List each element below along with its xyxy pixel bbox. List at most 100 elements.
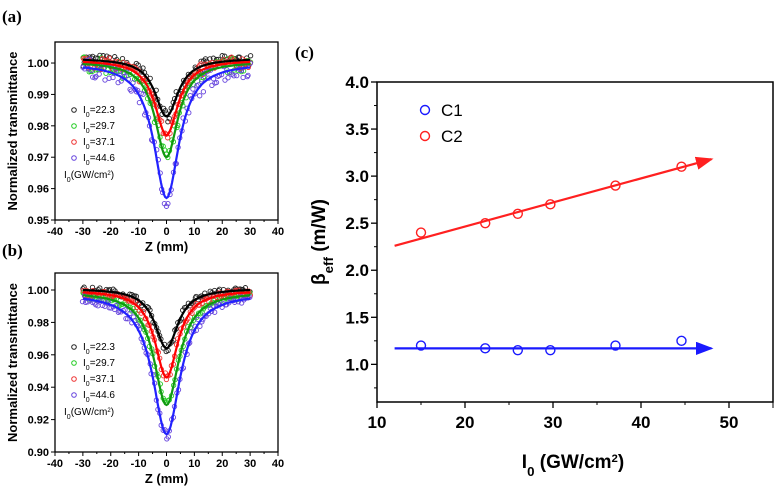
x-tick-label: 10 [188, 458, 200, 470]
data-point [200, 89, 207, 95]
legend-marker [71, 344, 77, 350]
x-tick-label: 0 [163, 458, 169, 470]
data-point [165, 434, 171, 440]
legend-marker [71, 376, 77, 382]
data-point [165, 119, 171, 125]
panel-label: (a) [2, 7, 22, 26]
x-tick-label: 20 [456, 413, 475, 432]
data-point [119, 55, 126, 62]
y-tick-label: 0.98 [28, 317, 49, 329]
series-C1 [394, 335, 714, 356]
series-C2 [394, 156, 714, 247]
legend-entry-37.1: I0=37.1 [83, 374, 115, 388]
data-point [165, 200, 171, 207]
data-point [110, 74, 116, 81]
data-point [123, 315, 129, 322]
legend-entry-C1: C1 [441, 101, 463, 120]
data-point [92, 75, 98, 81]
data-point [231, 73, 237, 79]
fit-curve-29.7 [82, 62, 251, 159]
data-point [127, 310, 133, 317]
legend-entry-29.7: I0=29.7 [83, 121, 115, 135]
data-point [610, 180, 621, 191]
data-point [209, 82, 215, 89]
data-point [118, 78, 124, 84]
data-point [545, 199, 556, 210]
legend: I0=22.3 I0=29.7 I0=37.1 I0=44.6 I0(GW/cm2) [64, 105, 115, 184]
data-point [240, 74, 246, 81]
data-point [190, 86, 196, 92]
fit-curve-37.1 [82, 291, 251, 379]
data-point [96, 71, 102, 77]
x-tick-label: 50 [720, 413, 739, 432]
panel-a: (a) -40 -30 -20 -10 0 10 20 30 40 0.95 0.96 0.97 0.98… [2, 7, 284, 254]
data-point [247, 53, 254, 59]
data-point [222, 77, 228, 83]
y-tick-label: 3.0 [345, 167, 369, 186]
legend-marker [71, 107, 77, 113]
y-axis-label: Normalized transmittance [5, 283, 20, 442]
x-tick-label: -30 [75, 458, 91, 470]
y-tick-label: 2.0 [345, 261, 369, 280]
data-point [676, 335, 687, 347]
x-tick-label: -40 [47, 458, 63, 470]
y-tick-label: 1.0 [345, 355, 369, 374]
data-point [130, 314, 137, 320]
data-point [163, 203, 170, 209]
data-point [97, 52, 103, 59]
data-point [213, 79, 220, 86]
x-tick-label: -10 [131, 458, 147, 470]
fit-curve-44.6 [82, 66, 251, 200]
panel-c: (c) 10 20 30 40 50 1.0 1.5 2.0 2.5 3.0 3.5 4.0 I0 (GW… [295, 43, 774, 479]
plot-frame [376, 81, 774, 403]
data-point [187, 92, 193, 99]
legend-entry-29.7: I0=29.7 [83, 358, 115, 372]
x-tick-label: -10 [131, 226, 147, 238]
legend-entry-22.3: I0=22.3 [83, 342, 115, 356]
data-point [106, 55, 112, 61]
y-tick-label: 1.5 [345, 308, 369, 327]
y-axis-label: Normalized transmittance [5, 52, 20, 211]
data-point [79, 298, 86, 305]
fit-curve-29.7 [82, 294, 251, 407]
legend-entry-22.3: I0=22.3 [83, 105, 115, 119]
data-point [610, 340, 621, 351]
panel-b: (b) -40 -30 -20 -10 0 10 20 30 40 0.90 0.92 0.94 0.96… [2, 241, 284, 486]
x-axis-label: I0 (GW/cm2) [522, 452, 624, 479]
y-tick-label: 1.00 [28, 58, 49, 70]
legend-marker [419, 104, 431, 116]
x-tick-label: -40 [47, 226, 63, 238]
x-tick-label: 20 [216, 458, 228, 470]
x-tick-label: 30 [244, 226, 256, 238]
legend: I0=22.3 I0=29.7 I0=37.1 I0=44.6 I0(GW/cm2) [64, 342, 115, 421]
y-tick-label: 0.96 [28, 184, 49, 196]
y-tick-label: 4.0 [345, 73, 369, 92]
x-tick-label: -20 [103, 458, 119, 470]
x-tick-label: 40 [272, 458, 284, 470]
data-point [480, 343, 491, 354]
fit-curve-44.6 [82, 297, 251, 436]
x-tick-label: 10 [368, 413, 387, 432]
data-point [415, 340, 427, 351]
y-tick-label: 0.94 [28, 382, 50, 394]
data-point [512, 208, 523, 219]
legend-marker [71, 392, 77, 398]
x-tick-label: -20 [103, 226, 119, 238]
data-point [480, 217, 491, 229]
data-point [512, 345, 523, 356]
legend-entry-37.1: I0=37.1 [83, 137, 115, 151]
y-tick-label: 2.5 [345, 214, 369, 233]
legend-unit: I0(GW/cm2) [64, 170, 114, 184]
data-point [140, 91, 146, 97]
data-point [676, 161, 687, 172]
y-tick-label: 0.92 [28, 415, 49, 427]
series-44.6 [80, 56, 253, 209]
fit-curve-37.1 [82, 60, 251, 137]
data-point [197, 93, 203, 99]
data-point [415, 227, 427, 238]
x-tick-label: 10 [188, 226, 200, 238]
legend-marker [71, 139, 77, 145]
data-point [90, 74, 96, 80]
y-tick-label: 0.96 [28, 350, 49, 362]
